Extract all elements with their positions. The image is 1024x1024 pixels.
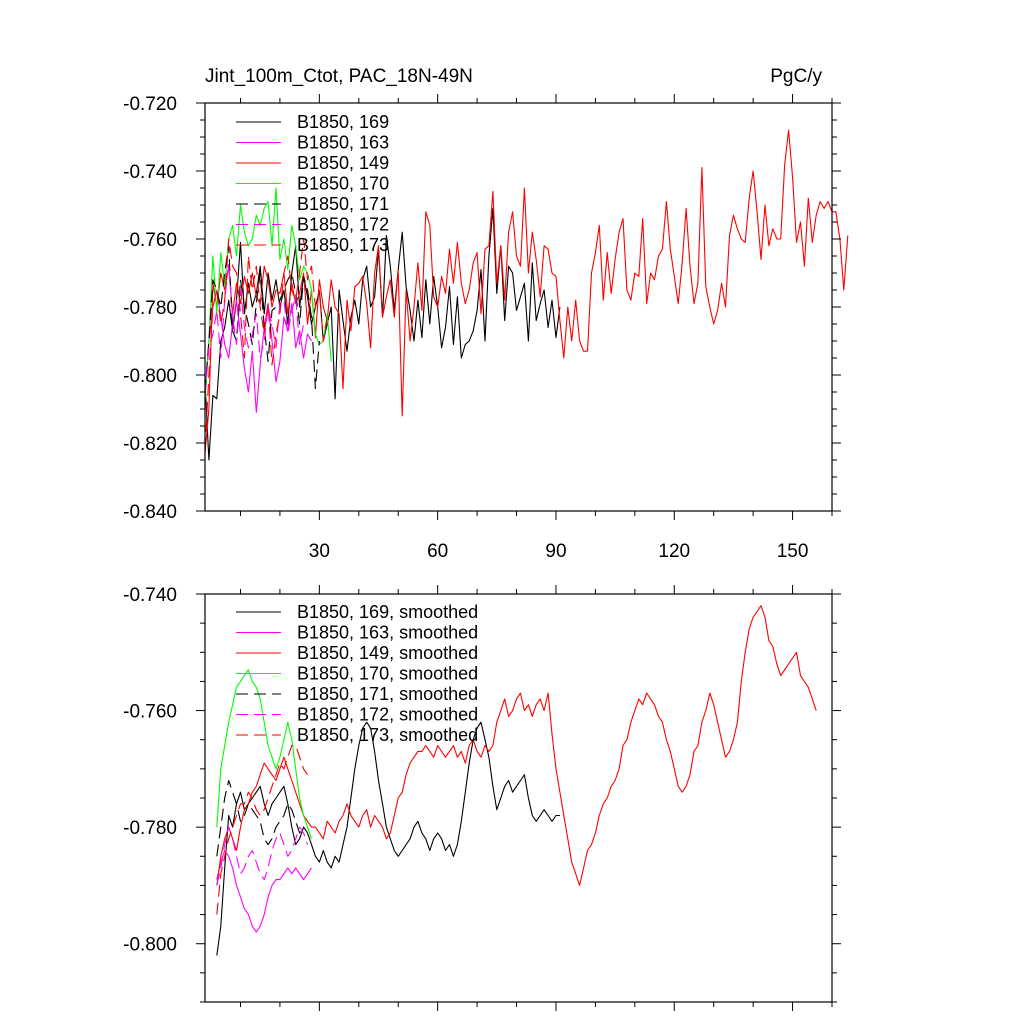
y-tick-label: -0.780 [123,818,177,839]
y-tick-label: -0.760 [123,230,177,251]
top-panel: Jint_100m_Ctot, PAC_18N-49N PgC/y 30 60 90… [123,66,849,562]
legend-label-7: B1850, 173 [297,235,389,255]
legend-label-5: B1850, 171, smoothed [297,684,478,704]
y-tick-label: -0.720 [123,94,177,115]
legend-label-4: B1850, 170 [297,174,389,194]
y-ticks [196,593,841,1003]
x-tick-label: 150 [777,541,809,562]
x-tick-label: 90 [545,541,566,562]
y-tick-label: -0.740 [123,585,177,606]
legend-label-3: B1850, 149 [297,153,389,173]
series-line-2 [216,849,312,933]
series-line-6 [204,262,305,396]
series-line-7 [204,238,328,450]
bottom-panel: -0.800 -0.780 -0.760 -0.740 B1850, 169, smoo… [123,585,841,1011]
series-line-6 [216,826,309,886]
legend-label-3: B1850, 149, smoothed [297,643,478,663]
legend-label-2: B1850, 163 [297,133,389,153]
top-panel-title: Jint_100m_Ctot, PAC_18N-49N [205,66,473,87]
legend-label-6: B1850, 172 [297,215,389,235]
series-line-1 [216,721,560,956]
legend-label-1: B1850, 169 [297,112,389,132]
series-line-4 [216,669,313,839]
x-ticks [239,585,833,1011]
series-line-7 [216,744,308,915]
y-tick-label: -0.820 [123,434,177,455]
x-tick-label: 120 [658,541,690,562]
legend-label-4: B1850, 170, smoothed [297,664,478,684]
y-tick-label: -0.780 [123,298,177,319]
legend-label-7: B1850, 173, smoothed [297,725,478,745]
series-line-4 [204,187,332,403]
legend-label-1: B1850, 169, smoothed [297,602,478,622]
y-tick-label: -0.740 [123,162,177,183]
series-line-5 [204,245,320,393]
y-tick-label: -0.760 [123,702,177,723]
y-tick-label: -0.800 [123,935,177,956]
plot-lines [216,605,817,956]
top-panel-units: PgC/y [770,66,822,87]
series-line-2 [204,289,312,413]
x-tick-label: 30 [309,541,330,562]
y-tick-label: -0.800 [123,366,177,387]
legend-label-2: B1850, 163, smoothed [297,623,478,643]
x-ticks [239,94,833,520]
x-tick-label: 60 [427,541,448,562]
legend-label-5: B1850, 171 [297,194,389,214]
legend-label-6: B1850, 172, smoothed [297,705,478,725]
y-tick-label: -0.840 [123,502,177,523]
series-line-3 [216,605,817,886]
y-ticks [196,102,841,512]
plot-lines [204,129,849,461]
